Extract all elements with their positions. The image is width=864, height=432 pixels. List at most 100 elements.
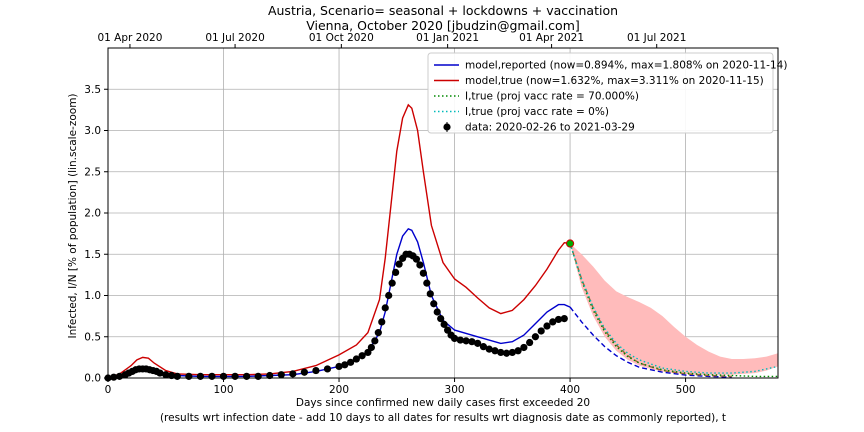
data-point [231, 372, 239, 380]
data-point [162, 371, 170, 379]
data-point [508, 348, 516, 357]
data-point [462, 337, 470, 345]
data-point [419, 269, 427, 277]
y-axis-label: Infected, I/N [% of population] (lin.sca… [67, 93, 79, 338]
data-point [352, 355, 360, 363]
data-point [491, 347, 499, 355]
data-point [185, 372, 193, 380]
legend-label: I,true (proj vacc rate = 0%) [465, 106, 609, 118]
data-point [395, 260, 403, 268]
data-point [335, 362, 343, 371]
x-axis-label-line1: Days since confirmed new daily cases fir… [296, 397, 590, 409]
data-point [243, 372, 251, 380]
data-point [381, 304, 389, 312]
data-point [485, 345, 493, 353]
x-tick-label: 500 [676, 384, 696, 396]
data-point [514, 347, 522, 355]
top-tick-label: 01 Jul 2021 [627, 32, 686, 44]
data-point [266, 371, 274, 380]
data-point [468, 338, 476, 346]
x-tick-label: 400 [560, 384, 580, 396]
data-point [388, 279, 396, 287]
legend-label: model,reported (now=0.894%, max=1.808% o… [465, 60, 787, 72]
x-tick-label: 0 [105, 384, 112, 396]
y-axis-ticks: 0.0 0.5 1.0 1.5 2.0 2.5 3.0 3.5 [84, 84, 108, 385]
data-point [173, 372, 181, 380]
data-point [300, 368, 308, 376]
x-tick-label: 300 [445, 384, 465, 396]
data-points-layer [104, 250, 568, 382]
data-point [433, 308, 441, 316]
data-point [554, 315, 563, 324]
data-point [254, 372, 262, 380]
band-layer [570, 243, 778, 375]
data-point [385, 291, 393, 300]
uncertainty-band [570, 243, 778, 375]
series-line-1 [569, 306, 732, 378]
data-point [208, 372, 216, 380]
legend-label: data: 2020-02-26 to 2021-03-29 [465, 122, 635, 134]
data-point [560, 315, 568, 323]
legend-swatch-marker [443, 123, 451, 131]
y-tick-label: 3.0 [84, 125, 101, 137]
data-point [392, 268, 400, 276]
x-axis-ticks: 0 100 200 300 400 500 [105, 378, 696, 396]
data-point [440, 320, 448, 328]
data-point [430, 300, 438, 308]
data-point [367, 343, 375, 352]
data-point [312, 366, 320, 375]
y-tick-label: 3.5 [84, 84, 101, 96]
data-point [437, 315, 445, 323]
data-point [456, 336, 464, 344]
x-axis-label-line2: (results wrt infection date - add 10 day… [160, 412, 726, 424]
top-tick-label: 01 Apr 2020 [97, 32, 162, 44]
series-line-4 [569, 243, 778, 378]
data-point [416, 261, 424, 269]
data-point [479, 343, 488, 351]
data-point [543, 322, 551, 330]
y-tick-label: 0.5 [84, 331, 101, 343]
data-point [323, 365, 332, 373]
data-point [423, 279, 431, 287]
data-point [531, 333, 540, 341]
y-tick-label: 2.5 [84, 166, 101, 178]
y-tick-label: 1.5 [84, 249, 101, 261]
data-point [346, 358, 355, 366]
data-point [167, 371, 176, 380]
data-point [277, 371, 285, 379]
y-tick-label: 1.0 [84, 290, 101, 302]
y-tick-label: 2.0 [84, 208, 101, 220]
data-point [549, 318, 557, 326]
data-point [502, 349, 511, 357]
legend-box [427, 52, 774, 134]
data-point [378, 318, 386, 326]
top-tick-label: 01 Jan 2021 [416, 32, 479, 44]
data-point [537, 327, 545, 335]
data-point [520, 343, 528, 352]
data-point [341, 361, 349, 369]
data-point [289, 370, 297, 378]
data-point [426, 290, 434, 298]
top-tick-label: 01 Jul 2020 [205, 32, 264, 44]
x-tick-label: 200 [329, 384, 349, 396]
data-point [474, 339, 482, 347]
data-point [526, 338, 534, 347]
data-point [371, 337, 379, 345]
data-point [358, 352, 366, 360]
legend: model,reported (now=0.894%, max=1.808% o… [427, 52, 787, 134]
data-point [110, 373, 118, 381]
y-tick-label: 0.0 [84, 373, 101, 385]
legend-label: I,true (proj vacc rate = 70.000%) [465, 91, 639, 103]
series-line-2 [107, 103, 571, 379]
data-point [497, 348, 505, 357]
legend-label: model,true (now=1.632%, max=3.311% on 20… [465, 75, 764, 87]
x-tick-label: 100 [213, 384, 233, 396]
top-tick-label: 01 Oct 2020 [309, 32, 374, 44]
data-point [196, 372, 205, 380]
data-point [156, 369, 164, 377]
data-point [374, 329, 382, 337]
top-tick-label: 01 Apr 2021 [519, 32, 584, 44]
marker-layer [565, 239, 575, 248]
data-point [412, 255, 421, 263]
